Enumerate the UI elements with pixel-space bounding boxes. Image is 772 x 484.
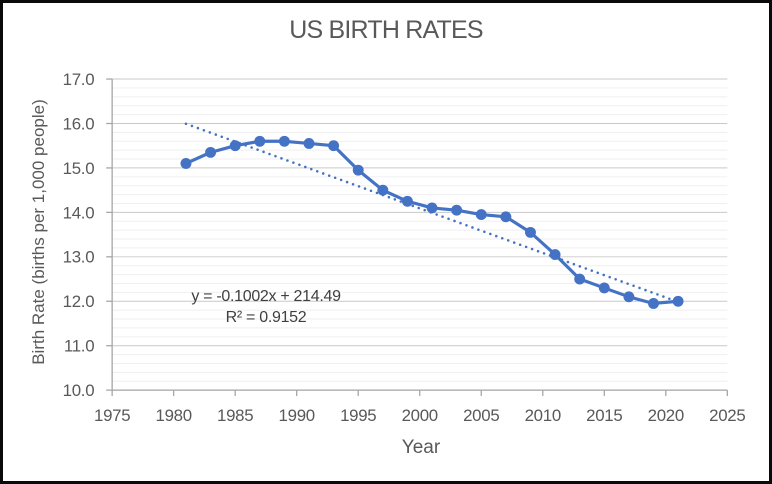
data-point-marker [328, 140, 340, 152]
y-tick-label: 14.0 [63, 203, 95, 222]
data-point-marker [598, 282, 610, 294]
y-tick-label: 16.0 [63, 114, 95, 133]
data-point-marker [451, 204, 463, 216]
chart-canvas: 1975 1980 1985 1990 1995 2000 2005 2010 2015 2020… [63, 70, 746, 425]
data-point-marker [377, 184, 389, 196]
data-point-marker [525, 226, 536, 238]
y-axis-title: Birth Rate (births per 1,000 people) [29, 99, 48, 365]
y-tick-label: 15.0 [63, 159, 95, 178]
data-point-marker [180, 158, 192, 169]
data-point-marker [352, 164, 364, 176]
x-tick-label: 1990 [279, 406, 315, 425]
y-tick-label: 13.0 [63, 248, 95, 267]
y-tick-label: 10.0 [63, 381, 95, 400]
data-point-marker [401, 195, 413, 207]
data-point-marker [574, 273, 586, 285]
x-tick-label: 2025 [709, 406, 745, 425]
y-tick-label: 11.0 [64, 337, 94, 356]
x-tick-label: 2010 [525, 406, 561, 425]
data-point-marker [426, 202, 438, 214]
data-point-marker [205, 146, 217, 158]
trendline-equation: y = -0.1002x + 214.49 [191, 288, 341, 305]
data-point-marker [229, 140, 241, 152]
data-point-marker [278, 135, 290, 147]
data-point-marker [648, 298, 659, 309]
data-point-marker [254, 135, 266, 147]
trendline-r2: R² = 0.9152 [225, 309, 307, 326]
data-point-marker [475, 209, 487, 221]
x-tick-label: 2020 [648, 406, 684, 425]
x-tick-label: 1985 [217, 406, 253, 425]
data-point-marker [623, 291, 635, 303]
x-tick-label: 2015 [586, 406, 622, 425]
x-tick-label: 2005 [463, 406, 499, 425]
x-axis-title: Year [401, 437, 441, 458]
data-point-marker [549, 249, 561, 261]
x-tick-label: 1995 [340, 406, 376, 425]
chart-title: US BIRTH RATES [289, 16, 483, 44]
data-point-marker [672, 295, 684, 307]
data-point-marker [303, 138, 315, 149]
x-tick-label: 1975 [94, 406, 130, 425]
y-tick-label: 12.0 [63, 292, 95, 311]
x-tick-label: 2000 [402, 406, 438, 425]
birth-rate-line [184, 139, 680, 306]
trendline-annotation: y = -0.1002x + 214.49 R² = 0.9152 [161, 286, 371, 328]
x-tick-label: 1980 [156, 406, 192, 425]
data-point-marker [500, 211, 512, 223]
y-tick-label: 17.0 [63, 70, 95, 89]
